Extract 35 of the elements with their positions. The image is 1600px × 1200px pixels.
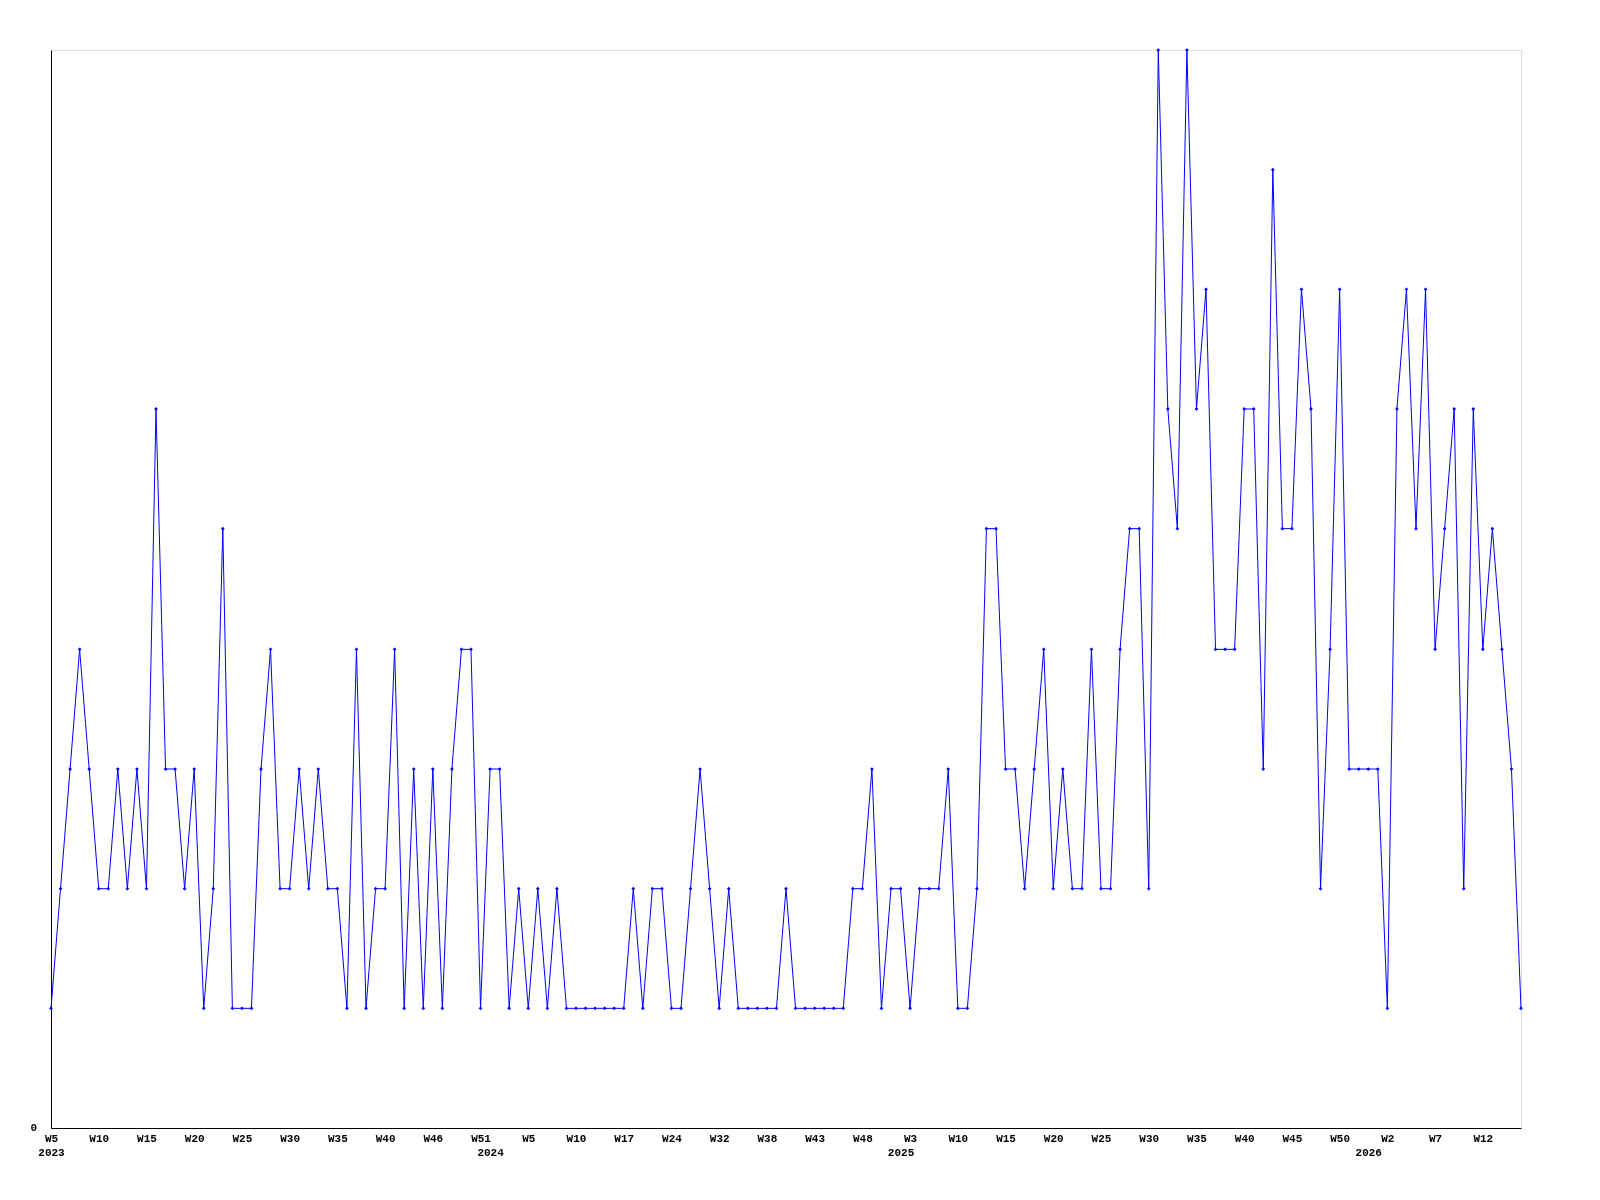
x-tick-label: W15: [137, 1132, 158, 1145]
x-tick-label: W35: [1187, 1132, 1208, 1145]
x-tick-label: 2025: [887, 1146, 915, 1159]
x-tick-label: W43: [805, 1132, 826, 1145]
x-tick-label: W30: [280, 1132, 301, 1145]
x-tick-label: W40: [375, 1132, 396, 1145]
x-tick-label: W10: [89, 1132, 110, 1145]
x-tick-label: W3: [903, 1132, 918, 1145]
x-tick-label: W20: [1043, 1132, 1064, 1145]
x-tick-label: W2: [1381, 1132, 1395, 1145]
x-tick-label: W30: [1139, 1132, 1160, 1145]
x-tick-label: W25: [232, 1132, 253, 1145]
x-tick-label: W10: [948, 1132, 969, 1145]
x-tick-label: W35: [327, 1132, 349, 1145]
x-tick-label: W46: [423, 1132, 444, 1145]
x-tick-label: W40: [1234, 1132, 1255, 1145]
x-tick-label: 2024: [477, 1146, 505, 1159]
x-tick-label: W10: [566, 1132, 587, 1145]
x-tick-label: W5 2023: [38, 1132, 66, 1159]
x-tick-label: W38: [757, 1132, 778, 1145]
x-tick-label: W24: [662, 1132, 683, 1145]
x-tick-label: W32: [709, 1132, 730, 1145]
x-tick-label: 2026: [1355, 1146, 1382, 1159]
x-tick-label: W17: [614, 1132, 635, 1145]
text: 0: [30, 1122, 37, 1134]
x-tick-label: W51: [471, 1132, 492, 1145]
x-tick-label: W5: [522, 1132, 536, 1145]
x-tick-label: W45: [1282, 1132, 1303, 1145]
x-tick-label: W15: [996, 1132, 1017, 1145]
x-tick-label: W50: [1330, 1132, 1351, 1145]
x-tick-label: W7: [1428, 1132, 1443, 1145]
x-tick-label: W25: [1091, 1132, 1112, 1145]
x-tick-label: W48: [852, 1132, 874, 1145]
x-tick-label: W12: [1473, 1132, 1494, 1145]
x-tick-label: W20: [184, 1132, 205, 1145]
